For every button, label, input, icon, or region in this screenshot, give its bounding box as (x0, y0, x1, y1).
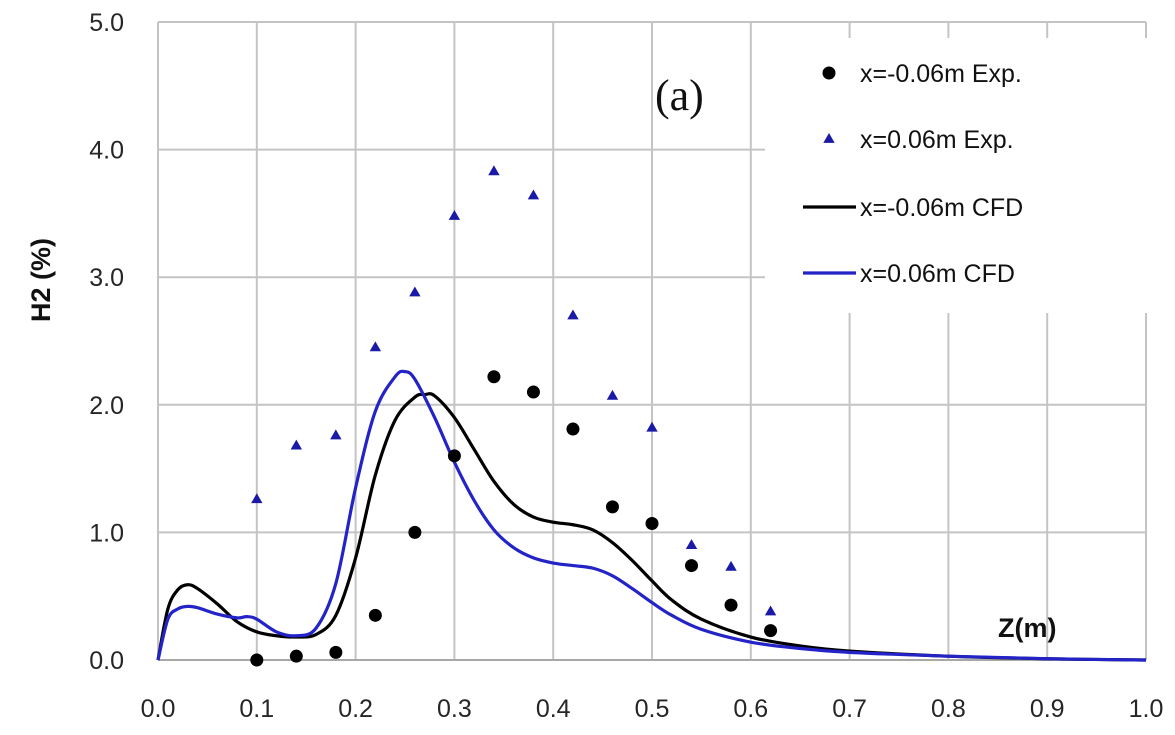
x-tick-label: 0.4 (536, 695, 571, 723)
data-point-circle (645, 516, 659, 530)
legend-marker-circle (822, 66, 836, 80)
series-line (156, 369, 1147, 662)
y-tick-label: 3.0 (89, 264, 124, 292)
x-tick-labels: 0.0 0.1 0.2 0.3 0.4 0.5 0.6 0.7 0.8 0.9 1.0 (141, 695, 1164, 723)
y-tick-label: 5.0 (89, 9, 124, 37)
data-point-circle (329, 645, 343, 659)
legend-label: x=0.06m Exp. (860, 126, 1014, 154)
data-point-triangle (251, 493, 263, 504)
legend-label: x=-0.06m CFD (860, 194, 1023, 222)
y-axis-label: H2 (%) (26, 238, 56, 322)
x-tick-label: 1.0 (1129, 695, 1164, 723)
y-tick-label: 1.0 (89, 519, 124, 547)
y-tick-label: 0.0 (89, 647, 124, 675)
data-point-triangle (567, 309, 579, 320)
x-tick-label: 0.2 (338, 695, 373, 723)
data-point-triangle (369, 341, 382, 352)
data-point-circle (250, 653, 264, 667)
y-tick-label: 4.0 (89, 137, 124, 165)
y-tick-labels: 0.0 1.0 2.0 3.0 4.0 5.0 (89, 9, 124, 675)
data-point-triangle (290, 439, 303, 450)
x-axis-label: Z(m) (998, 613, 1056, 643)
data-point-circle (368, 608, 382, 622)
data-point-triangle (685, 539, 698, 550)
data-point-triangle (725, 560, 737, 571)
x-tick-label: 0.6 (733, 695, 768, 723)
data-point-circle (685, 559, 699, 573)
data-point-triangle (488, 165, 500, 176)
data-point-circle (764, 624, 778, 638)
data-point-circle (447, 449, 461, 463)
data-point-circle (487, 370, 501, 384)
data-point-triangle (527, 189, 540, 200)
x-tick-label: 0.9 (1030, 695, 1065, 723)
data-point-circle (408, 525, 422, 539)
data-point-triangle (409, 286, 421, 297)
y-tick-label: 2.0 (89, 392, 124, 420)
legend-label: x=0.06m CFD (860, 260, 1015, 288)
data-point-circle (724, 598, 738, 612)
panel-label: (a) (655, 71, 704, 120)
x-tick-label: 0.8 (931, 695, 966, 723)
x-tick-label: 0.7 (832, 695, 867, 723)
data-point-circle (566, 422, 580, 436)
data-point-circle (289, 649, 303, 663)
data-point-triangle (606, 389, 619, 400)
legend-label: x=-0.06m Exp. (860, 60, 1022, 88)
legend-background (765, 38, 1150, 313)
plot-series (156, 165, 1147, 667)
data-point-circle (526, 385, 540, 399)
x-tick-label: 0.0 (141, 695, 176, 723)
data-point-circle (605, 500, 619, 514)
series-line (156, 392, 1147, 662)
data-point-triangle (764, 605, 777, 616)
data-point-triangle (646, 421, 658, 432)
x-tick-label: 0.3 (437, 695, 472, 723)
x-tick-label: 0.1 (239, 695, 274, 723)
data-point-triangle (330, 429, 342, 440)
legend: x=-0.06m Exp. x=0.06m Exp. x=-0.06m CFD x=0… (803, 60, 1023, 288)
data-point-triangle (448, 209, 461, 220)
x-tick-label: 0.5 (635, 695, 670, 723)
legend-marker-triangle (823, 133, 835, 143)
